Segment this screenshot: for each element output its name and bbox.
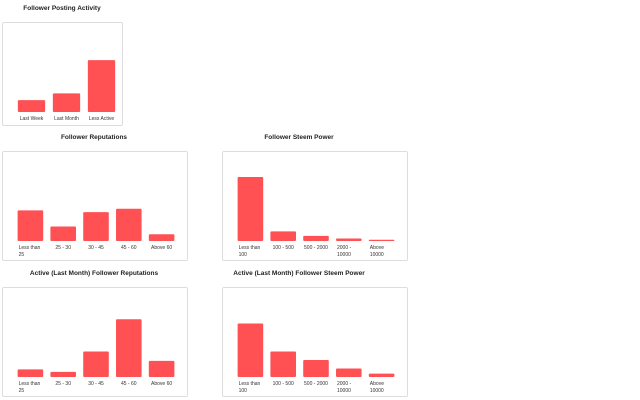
bar — [368, 373, 395, 377]
x-tick-label: Less than 25 — [19, 381, 41, 394]
bar-plot: Last Week Last Month Less Active — [17, 60, 116, 122]
chart-title: Follower Steem Power — [264, 134, 334, 141]
x-tick-label: 45 - 60 — [121, 245, 137, 251]
chart-card: Less than 25 25 - 30 30 - 45 45 - 60 Above 60 — [2, 287, 188, 397]
bar — [17, 100, 46, 112]
chart-card: Less than 25 25 - 30 30 - 45 45 - 60 Above 60 — [2, 151, 188, 261]
bar — [270, 231, 296, 241]
x-tick-label: 45 - 60 — [121, 381, 137, 387]
x-tick-label: Less than 100 — [239, 245, 261, 258]
x-tick-label: Above 60 — [151, 245, 172, 251]
bar — [17, 369, 44, 377]
x-tick-label: Above 10000 — [370, 245, 384, 258]
chart-card: Less than 100 100 - 500 500 - 2000 2000 -100… — [222, 151, 408, 261]
x-tick-label: Less than 100 — [239, 381, 261, 394]
x-tick-label: 25 - 30 — [55, 381, 71, 387]
bar — [83, 351, 109, 377]
bar — [116, 208, 142, 241]
bar — [116, 319, 142, 377]
bar — [50, 226, 76, 241]
bar — [303, 235, 329, 241]
chart-title: Active (Last Month) Follower Steem Power — [233, 270, 365, 277]
bar — [83, 212, 109, 241]
chart-card: Last Week Last Month Less Active — [2, 22, 123, 126]
bar — [148, 360, 175, 377]
bar — [270, 351, 296, 377]
x-tick-label: 100 - 500 — [273, 245, 294, 251]
bar — [336, 368, 362, 377]
chart-title: Follower Reputations — [60, 134, 128, 141]
bar — [87, 60, 116, 112]
x-tick-label: 500 - 2000 — [304, 245, 328, 251]
x-tick-label: Last Month — [54, 116, 79, 122]
x-tick-label: 2000 -10000 — [337, 381, 352, 394]
bar — [237, 323, 264, 377]
bar — [237, 177, 264, 241]
bar — [52, 93, 81, 112]
bar — [50, 371, 76, 377]
x-tick-label: Last Week — [20, 116, 44, 122]
x-tick-label: 500 - 2000 — [304, 381, 328, 387]
bar-plot: Less than 25 25 - 30 30 - 45 45 - 60 Above 60 — [17, 319, 175, 394]
bar — [303, 360, 329, 377]
bar — [368, 239, 395, 241]
bar-plot: Less than 100 100 - 500 500 - 2000 2000 -100… — [237, 177, 395, 258]
x-tick-label: Less than 25 — [19, 245, 41, 258]
bar — [336, 238, 362, 241]
x-tick-label: 25 - 30 — [55, 245, 71, 251]
chart-card: Less than 100 100 - 500 500 - 2000 2000 -100… — [222, 287, 408, 397]
bar-plot: Less than 25 25 - 30 30 - 45 45 - 60 Above 60 — [17, 208, 175, 258]
x-tick-label: Above 60 — [151, 381, 172, 387]
x-tick-label: 30 - 45 — [88, 381, 104, 387]
x-tick-label: Above 10000 — [370, 381, 384, 394]
chart-title: Follower Posting Activity — [23, 5, 101, 12]
bar-plot: Less than 100 100 - 500 500 - 2000 2000 -100… — [237, 323, 395, 394]
x-tick-label: 30 - 45 — [88, 245, 104, 251]
bar — [148, 234, 175, 241]
x-tick-label: 2000 -10000 — [337, 245, 352, 258]
x-tick-label: Less Active — [89, 116, 115, 122]
chart-title: Active (Last Month) Follower Reputations — [29, 270, 159, 277]
bar — [17, 210, 44, 241]
x-tick-label: 100 - 500 — [273, 381, 294, 387]
